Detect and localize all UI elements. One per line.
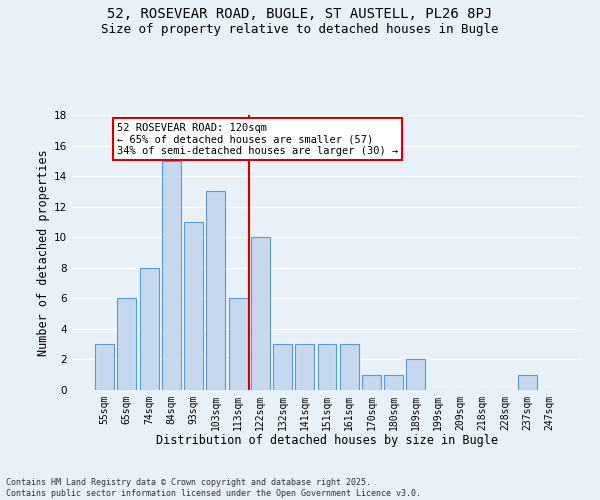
Text: 52, ROSEVEAR ROAD, BUGLE, ST AUSTELL, PL26 8PJ: 52, ROSEVEAR ROAD, BUGLE, ST AUSTELL, PL…: [107, 8, 493, 22]
Bar: [273, 344, 292, 390]
Bar: [340, 344, 359, 390]
Bar: [295, 344, 314, 390]
Y-axis label: Number of detached properties: Number of detached properties: [37, 149, 50, 356]
Bar: [251, 237, 270, 390]
Text: Contains HM Land Registry data © Crown copyright and database right 2025.
Contai: Contains HM Land Registry data © Crown c…: [6, 478, 421, 498]
X-axis label: Distribution of detached houses by size in Bugle: Distribution of detached houses by size …: [156, 434, 498, 448]
Bar: [206, 192, 225, 390]
Bar: [140, 268, 158, 390]
Text: 52 ROSEVEAR ROAD: 120sqm
← 65% of detached houses are smaller (57)
34% of semi-d: 52 ROSEVEAR ROAD: 120sqm ← 65% of detach…: [117, 122, 398, 156]
Bar: [95, 344, 114, 390]
Bar: [118, 298, 136, 390]
Bar: [362, 374, 381, 390]
Bar: [406, 360, 425, 390]
Bar: [229, 298, 248, 390]
Bar: [317, 344, 337, 390]
Bar: [162, 161, 181, 390]
Bar: [384, 374, 403, 390]
Bar: [518, 374, 536, 390]
Text: Size of property relative to detached houses in Bugle: Size of property relative to detached ho…: [101, 22, 499, 36]
Bar: [184, 222, 203, 390]
